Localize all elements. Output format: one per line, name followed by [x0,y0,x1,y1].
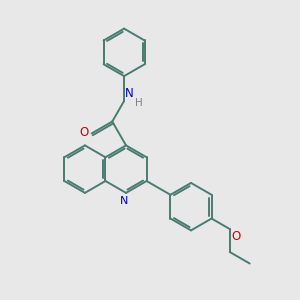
Text: N: N [125,87,134,100]
Text: O: O [80,126,88,139]
Text: O: O [232,230,241,243]
Text: N: N [120,196,128,206]
Text: H: H [135,98,142,108]
